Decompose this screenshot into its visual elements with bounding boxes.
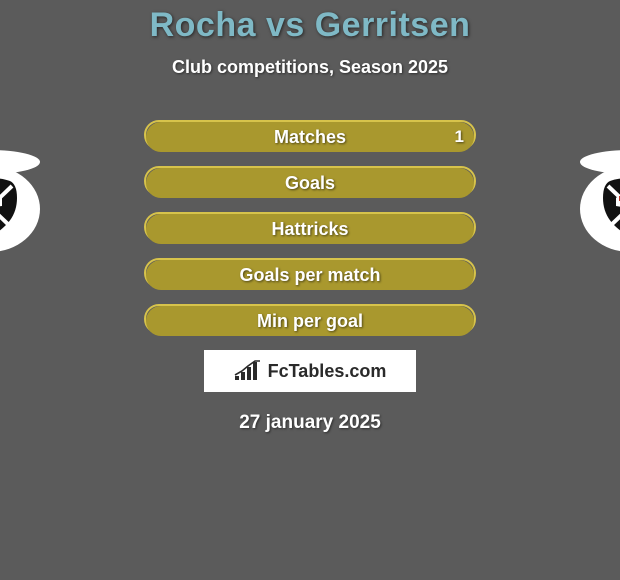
- stat-bar-fill-right: [310, 214, 474, 244]
- chart-canvas: Rocha vs Gerritsen Club competitions, Se…: [0, 0, 620, 580]
- bar-chart-icon: [234, 360, 262, 382]
- stat-bar-fill-right: [310, 306, 474, 336]
- crest-badge: [0, 166, 40, 252]
- stats-area: Matches1 Goals Hattricks Goals per match Min…: [70, 120, 550, 334]
- stat-bar-value-right: 1: [455, 122, 464, 152]
- stat-bar-fill-right: [310, 168, 474, 198]
- subtitle: Club competitions, Season 2025: [0, 57, 620, 78]
- stat-bar-fill-left: [146, 168, 310, 198]
- stat-bar-row: Goals per match: [144, 258, 476, 288]
- stat-bar-row: Hattricks: [144, 212, 476, 242]
- stat-bars: Matches1 Goals Hattricks Goals per match Min…: [144, 120, 476, 334]
- page-title: Rocha vs Gerritsen: [0, 6, 620, 45]
- stat-bar-row: Matches1: [144, 120, 476, 150]
- date-label: 27 january 2025: [0, 412, 620, 434]
- crest-badge: [580, 166, 620, 252]
- stat-bar-fill-left: [146, 260, 310, 290]
- club-crest-left: [0, 166, 40, 252]
- source-logo-box: FcTables.com: [204, 350, 416, 392]
- stat-bar-row: Min per goal: [144, 304, 476, 334]
- stat-bar-fill-left: [146, 214, 310, 244]
- stat-bar-fill-left: [146, 122, 310, 152]
- source-logo-text: FcTables.com: [268, 361, 387, 382]
- stat-bar-fill-right: [310, 260, 474, 290]
- stat-bar-fill-left: [146, 306, 310, 336]
- source-logo: FcTables.com: [234, 360, 387, 382]
- club-crest-right: [580, 166, 620, 252]
- stat-bar-fill-right: [310, 122, 474, 152]
- stat-bar-row: Goals: [144, 166, 476, 196]
